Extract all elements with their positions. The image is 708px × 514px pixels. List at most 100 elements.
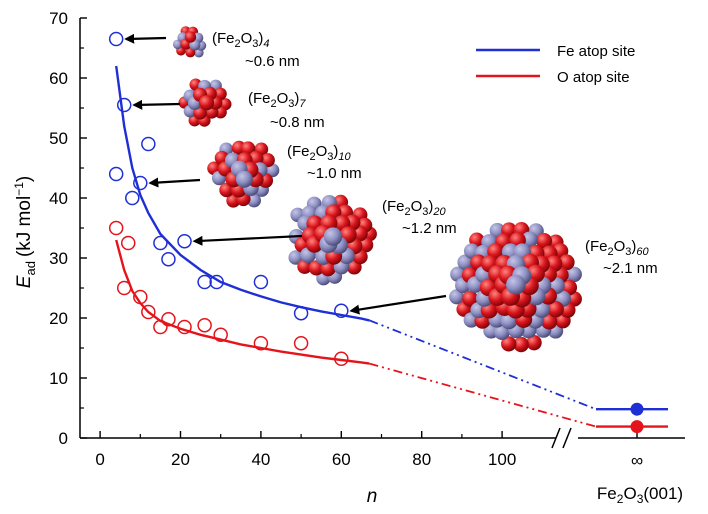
fe-atom <box>506 274 526 295</box>
cluster-image <box>207 140 280 208</box>
o-atom <box>501 336 517 352</box>
axis-break-mark-1 <box>551 427 561 449</box>
x-axis-title: n <box>367 486 378 507</box>
fit-line-fe <box>115 65 370 322</box>
fe-atom <box>457 254 473 270</box>
data-point-fe <box>334 303 349 319</box>
svg-text:Ead(kJ mol−1): Ead (kJ mol−1) <box>12 176 38 288</box>
data-point-o <box>197 317 212 333</box>
bulk-point-fe <box>630 402 644 416</box>
surface-label-c: O <box>623 484 636 503</box>
data-point-o <box>177 319 192 335</box>
cluster-images <box>172 26 582 353</box>
fe-atom <box>288 250 303 265</box>
x-tick-label: 0 <box>95 450 104 469</box>
o-atom <box>558 254 575 271</box>
data-point-fe <box>108 31 124 47</box>
o-atom <box>513 336 529 353</box>
fit-line-o <box>115 239 370 365</box>
ticks: 0 20 40 60 80 100 0 10 20 30 40 50 60 70 <box>49 9 638 469</box>
data-point-o <box>120 235 136 251</box>
o-atom <box>462 290 479 307</box>
annotation-formula: (Fe2O3)4 <box>212 30 270 50</box>
legend-label-fe: Fe atop site <box>557 43 635 60</box>
y-tick-label: 40 <box>49 189 68 208</box>
fe-atom <box>235 170 253 188</box>
y-tick-label: 10 <box>49 369 68 388</box>
o-atom <box>184 31 197 43</box>
data-point-o <box>153 319 168 335</box>
bulk-point-o <box>630 420 644 434</box>
o-atom <box>260 153 275 168</box>
annotations: (Fe2O3)4 ~0.6 nm (Fe2O3)7 ~0.8 nm (Fe2O3)10 ~… <box>124 30 658 315</box>
data-point-fe <box>141 136 156 152</box>
annotation-formula: (Fe2O3)7 <box>248 90 306 110</box>
data-point-o <box>133 289 148 305</box>
axis-break-mark-2 <box>562 427 572 449</box>
extrapolation-fe <box>369 319 597 411</box>
o-atom <box>526 335 542 351</box>
data-point-fe <box>133 175 148 191</box>
data-point-o <box>213 327 228 343</box>
legend: Fe atop site O atop site <box>476 43 635 86</box>
data-point-fe <box>197 274 212 290</box>
annotation-arrow <box>349 294 447 315</box>
series <box>108 31 668 434</box>
annotation-size: ~2.1 nm <box>603 260 658 277</box>
annotation-arrow <box>132 99 181 110</box>
annotation-arrow <box>124 33 167 44</box>
data-point-o <box>108 220 124 236</box>
surface-label-e: (001) <box>643 484 683 503</box>
y-axis-title: Ead (kJ mol−1) <box>12 176 38 288</box>
y-tick-label: 0 <box>59 429 68 448</box>
fe-atom <box>449 289 465 305</box>
y-axis-title-unit-end: ) <box>14 176 35 182</box>
o-atom <box>199 95 215 111</box>
y-tick-label: 70 <box>49 9 68 28</box>
cluster-image <box>178 78 232 127</box>
fe-atom <box>247 193 262 208</box>
annotation-size: ~1.2 nm <box>402 220 457 237</box>
annotation-size: ~1.0 nm <box>307 165 362 182</box>
annotation-formula: (Fe2O3)10 <box>287 143 352 163</box>
x-tick-label: 20 <box>171 450 190 469</box>
data-point-fe <box>253 274 269 290</box>
surface-label: Fe2O3(001) <box>597 484 683 506</box>
y-tick-label: 20 <box>49 309 68 328</box>
data-point-o <box>253 335 269 351</box>
data-point-fe <box>161 251 176 267</box>
x-tick-label: 80 <box>412 450 431 469</box>
legend-label-o: O atop site <box>557 69 630 86</box>
o-atom <box>541 313 558 330</box>
data-point-fe <box>108 166 124 182</box>
data-point-o <box>141 304 156 320</box>
o-atom <box>240 141 256 156</box>
surface-label-b: 2 <box>617 492 624 506</box>
y-axis-title-unit: (kJ mol <box>14 196 35 257</box>
surface-label-a: Fe <box>597 484 617 503</box>
data-point-o <box>334 351 349 367</box>
y-tick-label: 60 <box>49 69 68 88</box>
y-axis-title-unit-sup: −1 <box>12 182 26 196</box>
y-tick-label: 50 <box>49 129 68 148</box>
x-tick-label-infinity: ∞ <box>631 451 643 470</box>
annotation-size: ~0.8 nm <box>270 114 325 131</box>
data-point-fe <box>209 274 224 290</box>
fe-atom <box>521 231 538 248</box>
data-point-o <box>161 311 176 327</box>
cluster-image <box>449 222 582 353</box>
fe-atom <box>566 266 582 283</box>
data-point-fe <box>177 233 192 249</box>
fe-atom <box>323 227 343 246</box>
data-point-o <box>116 280 132 296</box>
y-axis-title-symbol: E <box>14 275 35 288</box>
data-point-o <box>293 335 309 351</box>
extrapolation-o <box>369 362 597 428</box>
data-point-fe <box>116 97 132 113</box>
y-axis-title-sub: ad <box>23 261 38 275</box>
o-atom <box>536 232 553 249</box>
y-tick-label: 30 <box>49 249 68 268</box>
x-tick-label: 60 <box>332 450 351 469</box>
annotation-arrow <box>192 234 303 246</box>
